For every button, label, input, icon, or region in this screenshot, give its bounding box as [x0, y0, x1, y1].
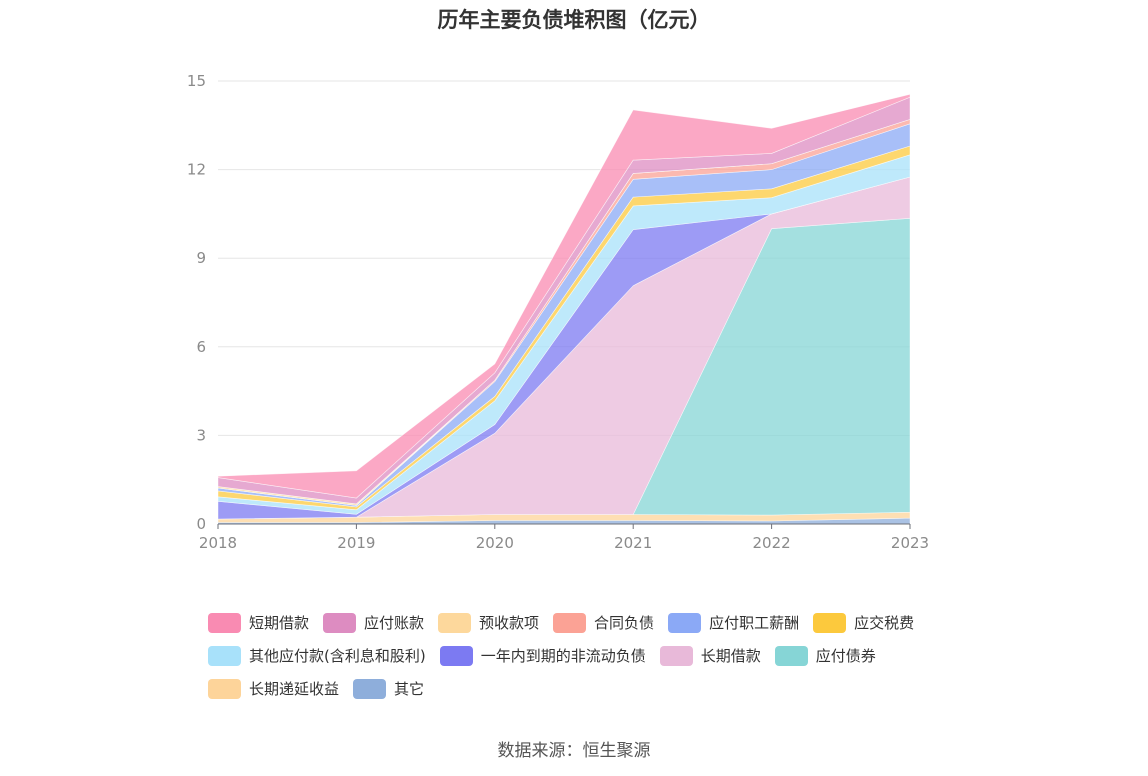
legend-swatch [774, 645, 808, 666]
x-tick-label: 2023 [891, 534, 929, 552]
legend-label: 长期借款 [700, 647, 761, 665]
source-note: 数据来源：恒生聚源 [497, 741, 651, 761]
legend-swatch [353, 678, 387, 699]
legend-swatch [208, 612, 241, 633]
legend-item[interactable]: 长期借款 [659, 645, 761, 666]
legend-item[interactable]: 其他应付款(含利息和股利) [208, 645, 426, 666]
chart-area: 0 3 6 9 12 15 2018 2019 2020 2021 2022 2023 [187, 72, 929, 552]
legend-swatch [439, 645, 473, 666]
legend-item[interactable]: 合同负债 [553, 612, 654, 633]
legend-label: 其它 [394, 680, 425, 698]
legend-item[interactable]: 一年内到期的非流动负债 [439, 645, 646, 666]
legend-item[interactable]: 其它 [353, 678, 424, 699]
legend-swatch [813, 612, 847, 633]
legend-swatch [208, 678, 241, 699]
legend-item[interactable]: 应交税费 [813, 612, 914, 633]
area-series [217, 93, 911, 499]
y-tick-label: 3 [196, 426, 206, 444]
legend-swatch [553, 612, 587, 633]
legend-item[interactable]: 应付债券 [774, 645, 876, 666]
legend-row: 短期借款 应付账款 预收款项 合同负债 应付职工薪酬 应交税费 [208, 606, 968, 639]
legend: 短期借款 应付账款 预收款项 合同负债 应付职工薪酬 应交税费其他应付款(含利息和股利) 一… [208, 606, 968, 705]
legend-item[interactable]: 长期递延收益 [208, 678, 339, 699]
stacked-areas [217, 93, 911, 525]
x-tick-label: 2018 [199, 534, 237, 552]
legend-label: 应付职工薪酬 [709, 614, 800, 632]
legend-label: 长期递延收益 [249, 680, 340, 698]
y-tick-label: 12 [187, 161, 206, 179]
legend-item[interactable]: 短期借款 [208, 612, 309, 633]
x-tick-label: 2019 [337, 534, 375, 552]
axes: 2018 2019 2020 2021 2022 2023 [199, 523, 929, 552]
x-tick-label: 2020 [476, 534, 514, 552]
legend-label: 其他应付款(含利息和股利) [249, 647, 426, 665]
legend-label: 应交税费 [854, 614, 915, 632]
legend-label: 合同负债 [594, 614, 655, 632]
legend-label: 应付债券 [815, 647, 876, 665]
y-tick-label: 15 [187, 72, 206, 90]
legend-swatch [668, 612, 702, 633]
legend-swatch [208, 645, 241, 666]
legend-row: 长期递延收益 其它 [208, 672, 968, 705]
legend-item[interactable]: 预收款项 [438, 612, 539, 633]
legend-label: 短期借款 [249, 614, 310, 632]
chart-title: 历年主要负债堆积图（亿元） [437, 8, 711, 32]
legend-item[interactable]: 应付账款 [323, 612, 424, 633]
legend-row: 其他应付款(含利息和股利) 一年内到期的非流动负债 长期借款 应付债券 [208, 639, 968, 672]
legend-item[interactable]: 应付职工薪酬 [668, 612, 799, 633]
x-tick-label: 2022 [753, 534, 791, 552]
y-tick-label: 6 [196, 338, 206, 356]
legend-swatch [438, 612, 472, 633]
legend-label: 一年内到期的非流动负债 [480, 647, 646, 665]
y-tick-label: 0 [196, 515, 206, 533]
x-tick-label: 2021 [614, 534, 652, 552]
legend-label: 应付账款 [364, 614, 425, 632]
y-tick-label: 9 [196, 249, 206, 267]
legend-label: 预收款项 [479, 614, 540, 632]
legend-swatch [323, 612, 357, 633]
legend-swatch [659, 645, 693, 666]
